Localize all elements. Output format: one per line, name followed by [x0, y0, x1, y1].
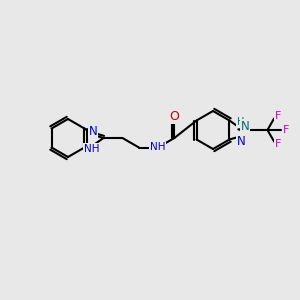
Text: N: N — [241, 120, 249, 133]
Text: F: F — [275, 139, 281, 148]
Text: NH: NH — [84, 144, 100, 154]
Text: N: N — [88, 125, 97, 138]
Text: F: F — [275, 112, 281, 122]
Text: N: N — [237, 135, 245, 148]
Text: H: H — [237, 117, 244, 127]
Text: F: F — [283, 125, 289, 135]
Text: NH: NH — [150, 142, 166, 152]
Text: O: O — [169, 110, 179, 122]
